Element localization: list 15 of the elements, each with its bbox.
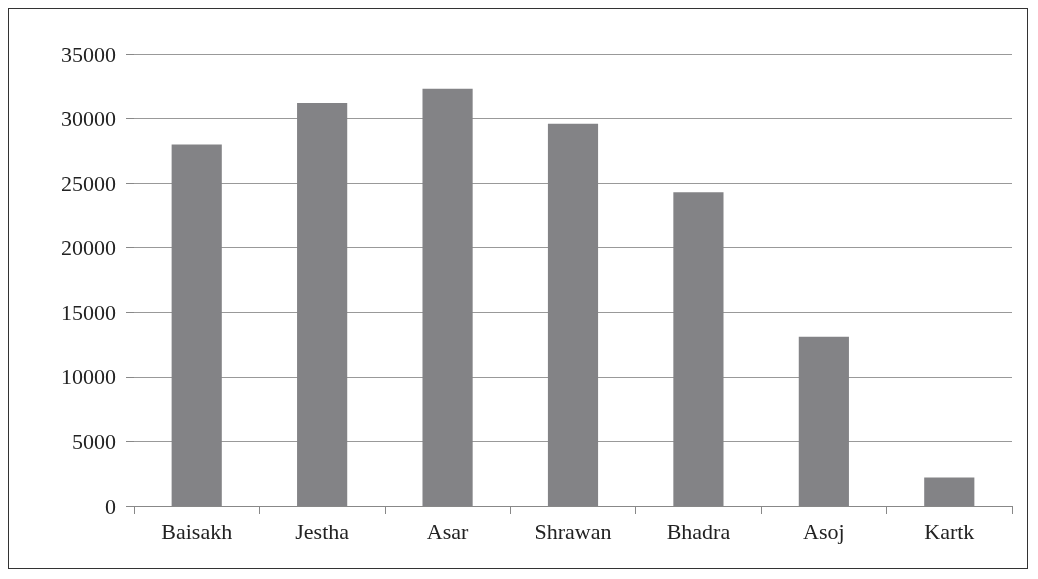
x-tick-label: Asoj	[803, 518, 845, 544]
y-tick-label: 20000	[61, 235, 116, 261]
x-tick-label: Baisakh	[161, 518, 233, 544]
y-tick-label: 5000	[72, 428, 116, 454]
y-tick-label: 30000	[61, 106, 116, 132]
x-tick-label: Bhadra	[666, 518, 731, 544]
x-tick-label: Jestha	[295, 518, 350, 544]
y-tick-label: 15000	[61, 299, 116, 325]
y-tick-label: 10000	[61, 364, 116, 390]
y-tick-label: 35000	[61, 41, 116, 67]
x-tick-label: Shrawan	[534, 518, 612, 544]
x-tick-label: Kartk	[924, 518, 975, 544]
x-tick-label: Asar	[426, 518, 470, 544]
y-tick-label: 0	[105, 493, 116, 519]
y-tick-label: 25000	[61, 170, 116, 196]
